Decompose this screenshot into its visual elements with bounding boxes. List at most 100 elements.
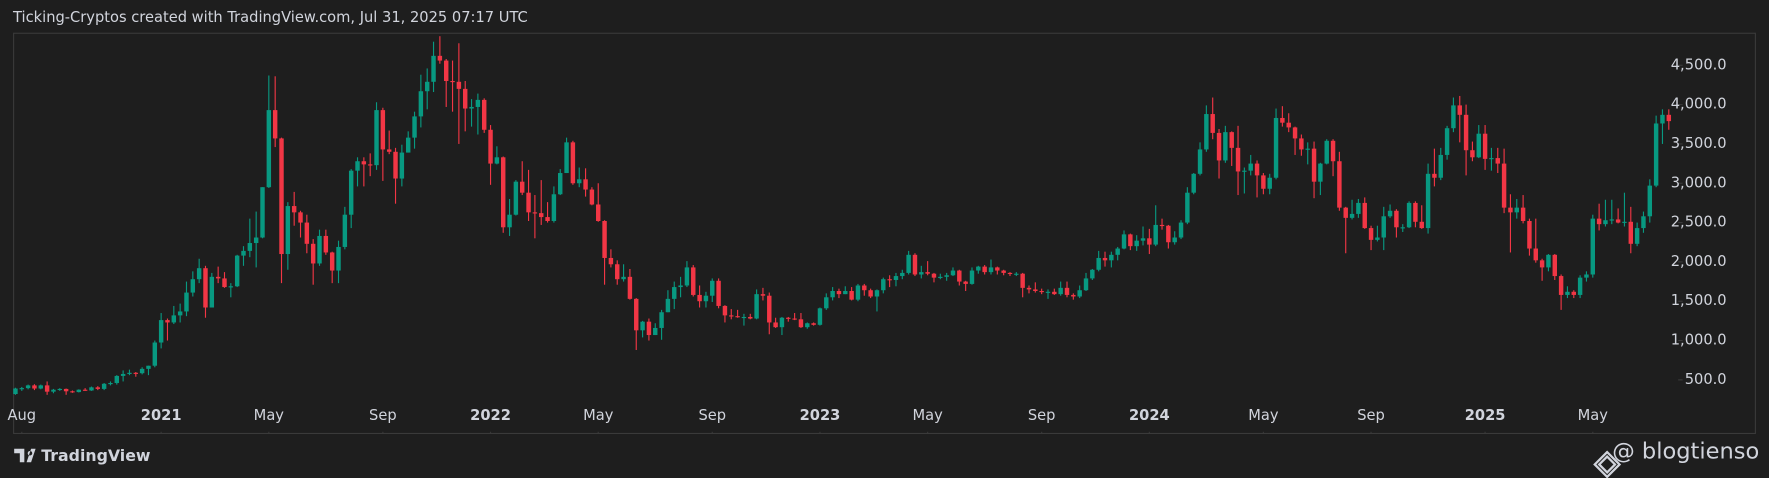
candle-body bbox=[919, 272, 924, 275]
candle-body bbox=[44, 385, 50, 392]
x-tick-label: May bbox=[912, 407, 943, 424]
candle-body bbox=[545, 217, 550, 222]
candle-body bbox=[1451, 105, 1456, 129]
candle-body bbox=[1248, 163, 1253, 171]
candle-body bbox=[824, 297, 829, 309]
candle-body bbox=[646, 321, 652, 336]
candle-body bbox=[748, 316, 753, 319]
x-tick-label: 2025 bbox=[1465, 407, 1506, 424]
candle-body bbox=[1001, 270, 1006, 273]
candle-body bbox=[608, 257, 614, 265]
candle-body bbox=[374, 110, 379, 166]
candle-body bbox=[209, 276, 215, 308]
candle-body bbox=[1197, 149, 1203, 174]
candle-body bbox=[1280, 117, 1285, 123]
candle-body bbox=[1083, 278, 1089, 291]
candle-body bbox=[13, 388, 18, 395]
candle-body bbox=[988, 267, 994, 273]
candle-body bbox=[184, 292, 189, 312]
candle-body bbox=[1191, 173, 1196, 193]
candle-body bbox=[1337, 161, 1342, 208]
candle-body bbox=[437, 55, 443, 61]
candle-body bbox=[1634, 228, 1640, 244]
candle-body bbox=[63, 388, 69, 392]
candle-body bbox=[1026, 287, 1032, 290]
candle-body bbox=[684, 267, 690, 286]
candle-body bbox=[526, 192, 531, 213]
candle-body bbox=[672, 287, 677, 299]
candle-body bbox=[32, 385, 37, 389]
candle-body bbox=[811, 323, 816, 325]
candle-body bbox=[1254, 163, 1260, 176]
candle-body bbox=[260, 187, 265, 238]
candle-body bbox=[247, 243, 253, 251]
candle-body bbox=[1596, 218, 1602, 225]
candle-body bbox=[678, 285, 683, 288]
candle-body bbox=[1330, 140, 1336, 162]
candle-body bbox=[469, 106, 474, 109]
candle-body bbox=[266, 110, 272, 188]
candle-body bbox=[386, 149, 392, 152]
candle-body bbox=[95, 387, 101, 389]
candle-body bbox=[1660, 114, 1665, 124]
candle-body bbox=[653, 327, 658, 336]
candle-body bbox=[82, 389, 88, 391]
candle-body bbox=[418, 91, 424, 117]
candle-body bbox=[1356, 202, 1361, 214]
candle-body bbox=[1204, 114, 1209, 150]
candle-body bbox=[1381, 216, 1386, 238]
y-tick-label: 1,500.0 bbox=[1671, 292, 1727, 309]
plot-frame bbox=[13, 32, 1756, 435]
candle-body bbox=[1527, 221, 1532, 249]
x-tick-label: Sep bbox=[369, 407, 397, 424]
candle-body bbox=[615, 264, 620, 280]
candle-body bbox=[767, 295, 772, 323]
candle-body bbox=[735, 316, 740, 318]
candle-body bbox=[1413, 202, 1418, 222]
candle-body bbox=[443, 60, 449, 82]
candle-body bbox=[513, 181, 519, 215]
candle-body bbox=[1565, 291, 1570, 295]
candle-body bbox=[1159, 224, 1165, 227]
candle-body bbox=[754, 294, 759, 319]
candle-body bbox=[488, 129, 493, 164]
candle-body bbox=[855, 285, 861, 300]
candle-body bbox=[298, 212, 303, 223]
candle-body bbox=[887, 279, 892, 281]
candle-body bbox=[1172, 237, 1177, 243]
candle-body bbox=[925, 272, 930, 274]
candle-body bbox=[982, 266, 987, 273]
candle-body bbox=[722, 305, 728, 316]
candle-body bbox=[1166, 225, 1171, 243]
candle-body bbox=[1558, 276, 1564, 295]
candle-body bbox=[1077, 290, 1082, 297]
candle-body bbox=[1590, 218, 1595, 275]
candle-body bbox=[931, 273, 937, 278]
candle-body bbox=[697, 294, 702, 302]
candle-body bbox=[1609, 219, 1615, 221]
candle-body bbox=[355, 161, 360, 171]
candle-body bbox=[1546, 254, 1551, 268]
candle-body bbox=[215, 276, 221, 279]
candle-body bbox=[38, 385, 44, 389]
candle-body bbox=[532, 212, 538, 214]
candle-body bbox=[520, 181, 525, 193]
candle-body bbox=[1470, 150, 1475, 158]
candle-body bbox=[190, 279, 196, 293]
candle-body bbox=[1495, 158, 1500, 164]
candle-body bbox=[1577, 277, 1583, 295]
candle-body bbox=[57, 388, 63, 391]
candle-body bbox=[627, 276, 633, 299]
candle-body bbox=[234, 255, 240, 287]
candle-body bbox=[760, 294, 766, 296]
candle-body bbox=[380, 110, 386, 150]
chart-title: Ticking-Cryptos created with TradingView… bbox=[12, 9, 528, 26]
candle-body bbox=[158, 320, 164, 343]
y-tick-label: 1,000.0 bbox=[1671, 332, 1727, 349]
candle-body bbox=[963, 281, 968, 284]
candle-body bbox=[1489, 158, 1494, 160]
candle-body bbox=[1096, 257, 1101, 270]
candle-body bbox=[741, 316, 747, 319]
candle-body bbox=[139, 368, 145, 374]
